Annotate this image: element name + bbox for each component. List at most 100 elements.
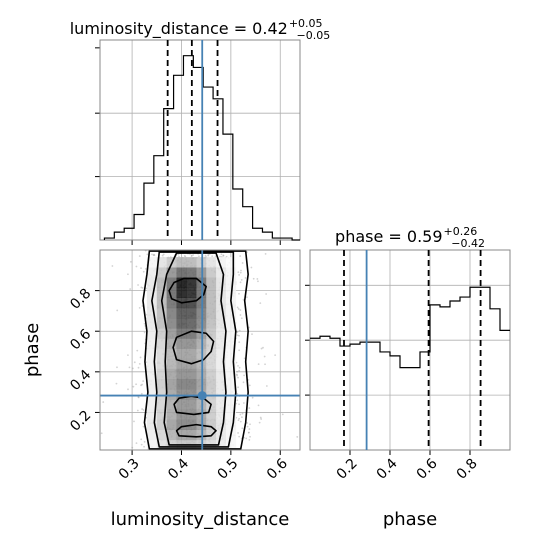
joint-sample-point <box>136 409 139 412</box>
joint-tick-label-x: 0.3 <box>116 456 143 483</box>
joint-density-cell <box>186 389 197 400</box>
joint-tick-label-y: 0.8 <box>67 286 94 313</box>
joint-sample-point <box>239 413 242 416</box>
joint-density-cell <box>225 277 237 288</box>
joint-sample-point <box>236 399 239 402</box>
joint-sample-point <box>257 280 259 283</box>
joint-sample-point <box>190 254 193 257</box>
joint-density-cell <box>176 429 187 441</box>
joint-density-cell <box>146 429 158 441</box>
joint-sample-point <box>243 374 245 377</box>
joint-density-cell <box>146 318 158 329</box>
joint-sample-point <box>136 349 139 352</box>
joint-sample-point <box>135 442 138 445</box>
joint-sample-point <box>241 262 244 264</box>
joint-sample-point <box>102 401 105 403</box>
joint-sample-point <box>139 356 142 359</box>
hist1-bin <box>253 228 263 240</box>
joint-frame <box>99 249 301 451</box>
joint-sample-point <box>263 355 266 358</box>
joint-density-cell <box>225 399 237 410</box>
joint-sample-point <box>211 255 214 258</box>
joint-sample-point <box>238 274 240 276</box>
joint-density-cell <box>156 358 167 370</box>
joint-sample-point <box>236 334 239 337</box>
joint-density-cell <box>225 439 237 450</box>
luminosity-distance-title-main: luminosity_distance = 0.42 <box>70 19 288 39</box>
joint-sample-point <box>241 412 244 415</box>
joint-density-cell <box>176 328 187 339</box>
joint-sample-point <box>248 428 251 430</box>
joint-sample-point <box>142 270 145 273</box>
joint-sample-point <box>251 333 253 336</box>
joint-sample-point <box>256 278 259 280</box>
joint-sample-point <box>222 254 225 257</box>
hist1-bin <box>262 232 272 240</box>
joint-sample-point <box>222 254 225 257</box>
joint-density-cell <box>206 358 217 370</box>
joint-sample-point <box>237 271 240 274</box>
joint-density-cell <box>216 409 227 420</box>
joint-density-cell <box>225 419 237 430</box>
joint-sample-point <box>204 254 207 257</box>
joint-sample-point <box>141 408 144 410</box>
joint-density-cell <box>156 267 167 278</box>
joint-sample-point <box>238 417 241 420</box>
joint-density-cell <box>146 409 158 420</box>
joint-density-cell <box>166 368 177 380</box>
joint-sample-point <box>138 362 141 365</box>
joint-sample-point <box>133 361 136 364</box>
joint-density-cell <box>216 439 227 450</box>
joint-density-cell <box>176 389 187 400</box>
joint-sample-point <box>116 366 118 369</box>
joint-sample-point <box>238 329 241 332</box>
joint-sample-point <box>116 309 119 312</box>
joint-sample-point <box>137 366 140 369</box>
joint-sample-point <box>236 331 239 334</box>
joint-density-cell <box>146 399 158 410</box>
joint-density-cell <box>206 307 217 319</box>
hist1-step-line <box>103 55 300 241</box>
joint-density-cell <box>186 267 197 278</box>
joint-density-cell <box>176 338 187 349</box>
joint-density-cell <box>156 318 167 329</box>
joint-sample-point <box>247 431 250 434</box>
joint-density-cell <box>166 338 177 349</box>
joint-density-cell <box>216 399 227 410</box>
joint-sample-point <box>143 331 146 334</box>
joint-sample-point <box>238 403 240 406</box>
hist2-bin <box>350 344 360 450</box>
joint-density-cell <box>186 429 197 441</box>
joint-sample-point <box>246 422 249 424</box>
luminosity-distance-title-sup: +0.05 <box>289 17 323 30</box>
joint-density-cell <box>186 378 197 390</box>
joint-density-cell <box>156 338 167 349</box>
joint-tick-label-y: 0.6 <box>67 326 94 353</box>
joint-sample-point <box>140 438 143 441</box>
hist1-bin <box>154 156 164 240</box>
joint-density-cell <box>166 277 177 288</box>
hist2-bin <box>430 305 440 450</box>
joint-sample-point <box>274 354 277 357</box>
joint-density-cell <box>186 297 197 309</box>
joint-density-cell <box>176 378 187 390</box>
joint-sample-point <box>137 284 139 286</box>
hist1-bin <box>233 189 243 240</box>
hist1-frame <box>99 39 301 241</box>
joint-sample-point <box>111 265 114 267</box>
joint-sample-point <box>236 374 238 377</box>
joint-sample-point <box>184 255 187 258</box>
joint-sample-point <box>153 253 155 256</box>
joint-sample-point <box>140 384 142 387</box>
joint-tick-label-y: 0.2 <box>67 407 94 434</box>
joint-density-cell <box>166 287 177 299</box>
joint-sample-point <box>249 423 251 426</box>
joint-sample-point <box>145 416 148 419</box>
joint-sample-point <box>244 277 247 279</box>
joint-sample-point <box>143 440 146 443</box>
hist1-bin <box>223 134 233 240</box>
joint-density-cell <box>225 257 237 268</box>
hist2-bin <box>400 368 410 450</box>
joint-density-cell <box>166 318 177 329</box>
joint-contour <box>142 250 249 450</box>
